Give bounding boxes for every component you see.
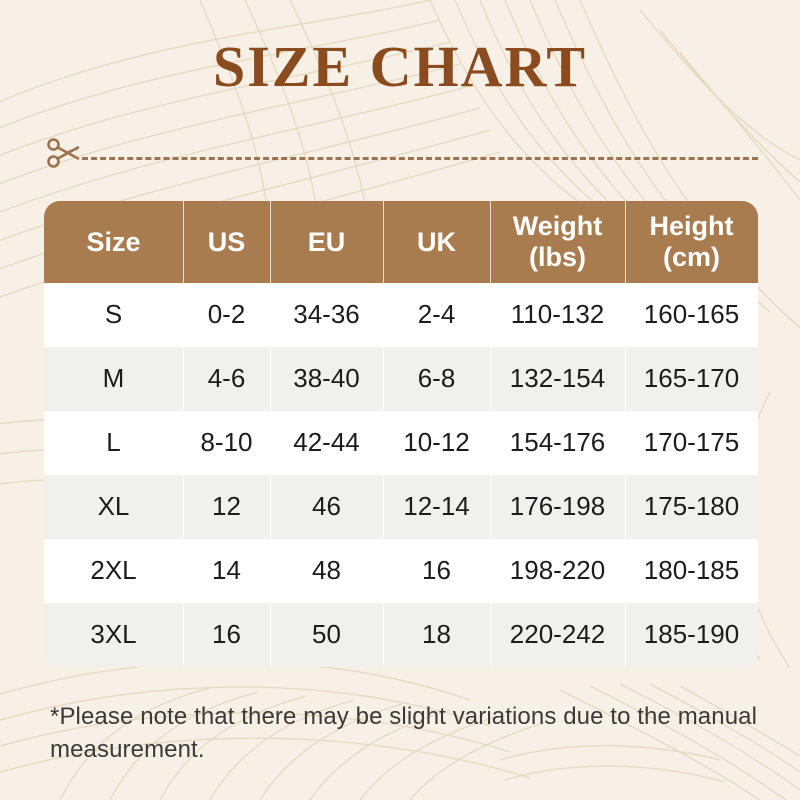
cell-weight: 198-220 (490, 539, 625, 603)
cell-uk: 18 (383, 603, 490, 667)
column-header-size: Size (44, 201, 183, 283)
table-row: M 4-6 38-40 6-8 132-154 165-170 (44, 347, 758, 411)
cell-us: 14 (183, 539, 270, 603)
cell-eu: 34-36 (270, 283, 383, 347)
cell-size: S (44, 283, 183, 347)
cell-height: 170-175 (625, 411, 758, 475)
table-row: XL 12 46 12-14 176-198 175-180 (44, 475, 758, 539)
cell-eu: 50 (270, 603, 383, 667)
cell-us: 4-6 (183, 347, 270, 411)
cell-uk: 12-14 (383, 475, 490, 539)
dashed-line (82, 157, 758, 160)
table-header-row: Size US EU UK Weight (lbs) Height (cm) (44, 201, 758, 283)
scissors-icon (47, 138, 80, 168)
cell-height: 180-185 (625, 539, 758, 603)
table-row: 3XL 16 50 18 220-242 185-190 (44, 603, 758, 667)
cell-eu: 46 (270, 475, 383, 539)
cell-height: 185-190 (625, 603, 758, 667)
cell-weight: 110-132 (490, 283, 625, 347)
cell-weight: 132-154 (490, 347, 625, 411)
column-header-uk: UK (383, 201, 490, 283)
cell-uk: 10-12 (383, 411, 490, 475)
size-chart-table: Size US EU UK Weight (lbs) Height (cm) S… (44, 201, 758, 667)
cell-us: 8-10 (183, 411, 270, 475)
cell-eu: 38-40 (270, 347, 383, 411)
page-title: SIZE CHART (212, 34, 588, 99)
footnote-text: *Please note that there may be slight va… (50, 703, 758, 764)
page-title-wrap: SIZE CHART (0, 38, 800, 96)
cell-uk: 6-8 (383, 347, 490, 411)
cell-weight: 176-198 (490, 475, 625, 539)
cell-us: 16 (183, 603, 270, 667)
column-header-weight: Weight (lbs) (490, 201, 625, 283)
cut-line (44, 131, 758, 175)
cell-eu: 42-44 (270, 411, 383, 475)
cell-us: 12 (183, 475, 270, 539)
cell-eu: 48 (270, 539, 383, 603)
column-header-us: US (183, 201, 270, 283)
cell-us: 0-2 (183, 283, 270, 347)
cell-size: M (44, 347, 183, 411)
cell-height: 175-180 (625, 475, 758, 539)
cell-height: 160-165 (625, 283, 758, 347)
column-header-height: Height (cm) (625, 201, 758, 283)
cell-size: 3XL (44, 603, 183, 667)
table-row: 2XL 14 48 16 198-220 180-185 (44, 539, 758, 603)
column-header-eu: EU (270, 201, 383, 283)
cell-height: 165-170 (625, 347, 758, 411)
cell-weight: 220-242 (490, 603, 625, 667)
table-row: L 8-10 42-44 10-12 154-176 170-175 (44, 411, 758, 475)
cell-size: 2XL (44, 539, 183, 603)
cell-uk: 2-4 (383, 283, 490, 347)
cell-uk: 16 (383, 539, 490, 603)
cell-size: L (44, 411, 183, 475)
table-row: S 0-2 34-36 2-4 110-132 160-165 (44, 283, 758, 347)
cell-size: XL (44, 475, 183, 539)
cell-weight: 154-176 (490, 411, 625, 475)
